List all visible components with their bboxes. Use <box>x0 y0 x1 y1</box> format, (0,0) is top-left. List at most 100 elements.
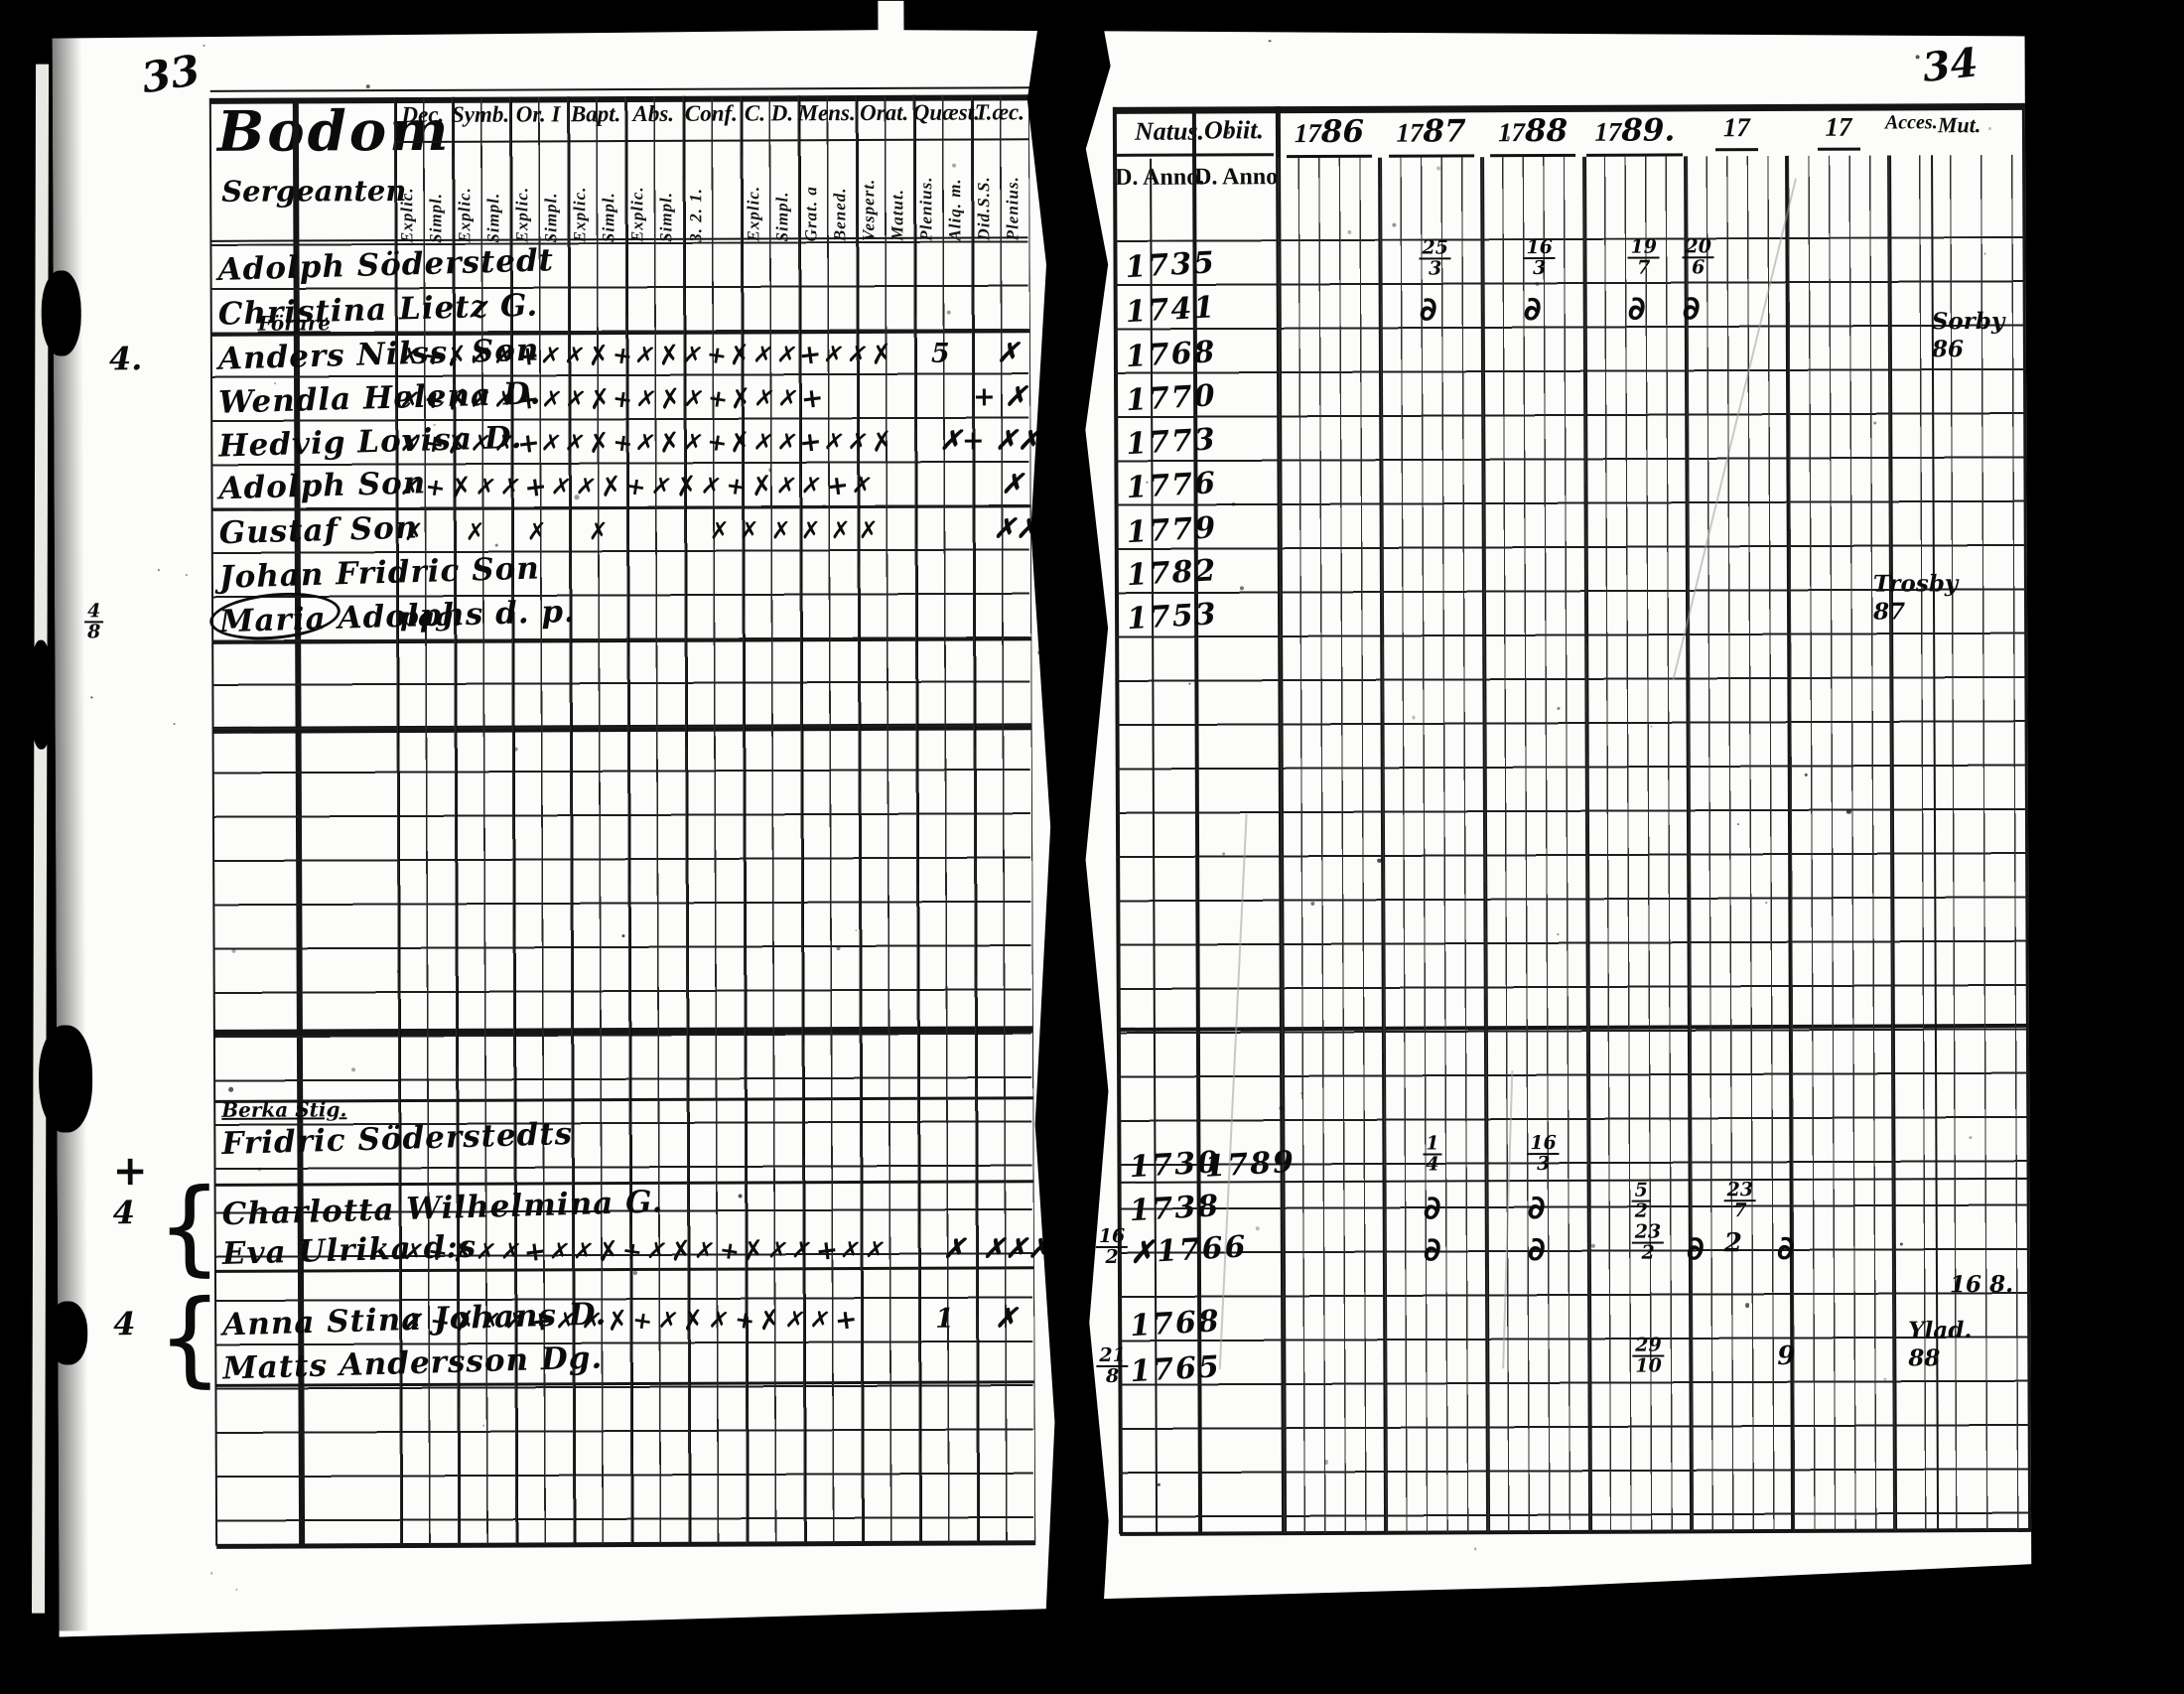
check-mark: ✗ <box>474 472 498 503</box>
year-label: 1788 <box>1489 112 1576 158</box>
check-mark: ✗ <box>398 384 423 416</box>
mut-annotation-line: 88 <box>1908 1343 1941 1372</box>
column-subheader: 3. 2. 1. <box>685 187 705 242</box>
binding-clasp <box>38 1025 93 1133</box>
scan-noise <box>821 504 827 509</box>
obiit-sub-label: D. Anno <box>1194 164 1279 191</box>
check-mark: ✗ <box>475 1236 499 1268</box>
scan-noise <box>228 1086 233 1092</box>
check-mark: ✗ <box>756 1303 783 1338</box>
check-mark: ✗ <box>498 472 523 502</box>
row-extra-mark: ✗+ <box>939 425 985 457</box>
column-subheader: Explic. <box>570 186 590 243</box>
check-mark: ✗ <box>444 339 471 373</box>
check-mark: + <box>426 1236 451 1268</box>
communion-d-mark: ∂ <box>1527 1229 1546 1269</box>
scan-noise <box>1650 725 1653 728</box>
natus-day-fraction: 21 8 <box>1096 1344 1129 1387</box>
scan-noise <box>90 696 93 699</box>
check-mark: ✗ <box>478 1306 503 1338</box>
scan-noise <box>231 948 236 953</box>
check-mark: ✗ <box>498 1236 523 1267</box>
check-mark: + <box>619 1235 645 1267</box>
fraction-denominator: 2 <box>1105 1245 1119 1268</box>
fraction-numerator: 19 <box>1627 236 1660 259</box>
column-subheader: Explic. <box>512 186 532 243</box>
check-mark: ✗ <box>774 339 799 370</box>
fraction-numerator: 16 <box>1095 1225 1129 1248</box>
check-mark: + <box>514 426 542 461</box>
check-mark: ✗ <box>447 470 475 504</box>
occupation-heading: Sergeanten <box>221 174 407 209</box>
scan-noise <box>1268 39 1272 43</box>
margin-brace: { <box>156 1165 223 1288</box>
communion-d-mark: ∂ <box>1627 288 1646 328</box>
column-subheader: Simpl. <box>541 192 561 243</box>
year-column-header: 1787 <box>1381 113 1480 158</box>
scan-noise <box>1231 502 1236 506</box>
check-mark: ✗ <box>586 426 613 461</box>
check-mark: ✗ <box>839 1234 864 1266</box>
column-subheader: Simpl. <box>483 192 503 243</box>
attendance-marks: ✗ + ✗ ✗ ✗ + ✗ ✗ ✗ + ✗ ✗ ✗ + ✗ ✗ ✗ + <box>402 1303 860 1339</box>
check-mark: ✗ <box>822 426 847 458</box>
year-label: 1786 <box>1286 113 1373 159</box>
check-mark: ✗ <box>398 472 423 503</box>
scan-noise <box>1323 1459 1329 1465</box>
check-mark: ✗ <box>604 1304 630 1339</box>
column-subheader: Explic. <box>397 187 417 244</box>
fraction-numerator: 23 <box>1631 1221 1665 1244</box>
year-printed: 17 <box>1825 111 1852 142</box>
bookmark-tab <box>878 0 904 45</box>
fraction-denominator: 4 <box>1426 1153 1439 1176</box>
scan-noise <box>1279 1105 1284 1111</box>
scanned-ledger-photo: { "document": { "left_page": { "page_num… <box>32 0 2033 1637</box>
column-header-tc: T.æc. <box>974 99 1025 125</box>
check-mark: ✗ <box>858 515 879 545</box>
check-mark: ✗ <box>765 1235 790 1266</box>
fraction-numerator: 4 <box>84 600 104 624</box>
mark-grid-right <box>1278 155 1894 1534</box>
scan-noise <box>1239 586 1244 591</box>
check-mark: ✗ <box>774 470 799 501</box>
year-printed: 17 <box>1396 117 1424 148</box>
check-mark: + <box>610 427 635 459</box>
natus-year-eva: ✗1766 <box>1128 1229 1249 1271</box>
check-mark: + <box>832 1303 860 1338</box>
check-mark: ✗ <box>681 427 706 459</box>
year-written: 87 <box>1423 113 1466 150</box>
fraction-numerator: 21 <box>1096 1344 1129 1367</box>
year-label: 1789. <box>1586 112 1684 157</box>
communion-date-mark: 20 6 <box>1682 235 1714 278</box>
scan-noise <box>1846 809 1851 814</box>
attendance-marks: ✗ + ✗ ✗ ✗ + ✗ ✗ ✗ + ✗ ✗ ✗ + ✗ ✗ ✗ + ✗ <box>398 469 874 504</box>
attendance-marks: ✗ + ✗ ✗ ✗ + ✗ ✗ ✗ + ✗ ✗ ✗ + ✗ ✗ ✗ + ✗ ✗ <box>402 1233 887 1269</box>
check-mark: ✗ <box>633 427 658 459</box>
check-mark: ✗ <box>845 339 870 370</box>
column-subheader: Explic. <box>743 185 763 242</box>
check-mark: ✗ <box>492 428 517 459</box>
scan-noise <box>203 44 205 47</box>
check-mark: + <box>610 340 634 371</box>
check-mark: ✗ <box>397 341 423 372</box>
communion-date-mark: 29 10 <box>1632 1335 1665 1377</box>
check-mark: ✗ <box>775 426 800 458</box>
column-header-orat: Orat. <box>859 99 909 126</box>
right-page-number: 34 <box>1920 39 1980 92</box>
check-mark: ✗ <box>693 1235 718 1267</box>
entry-name-adolph_son: Adolph Son <box>218 465 427 507</box>
fraction-numerator: 23 <box>1723 1179 1757 1202</box>
check-mark: + <box>427 1306 452 1338</box>
column-header-symb: Symb. <box>451 101 510 127</box>
year-column-header: 1789. <box>1585 112 1685 157</box>
communion-d-mark: ∂ <box>1686 1228 1705 1268</box>
natus-year-christina: 1741 <box>1124 290 1218 331</box>
fraction-numerator: 25 <box>1419 236 1451 260</box>
check-mark: + <box>527 1304 555 1339</box>
column-subheader: Bened. <box>829 187 850 242</box>
check-mark: + <box>630 1305 655 1337</box>
communion-date-mark: 25 3 <box>1419 236 1451 280</box>
fraction-numerator: 29 <box>1632 1335 1665 1357</box>
check-mark: ✗ <box>749 469 775 503</box>
